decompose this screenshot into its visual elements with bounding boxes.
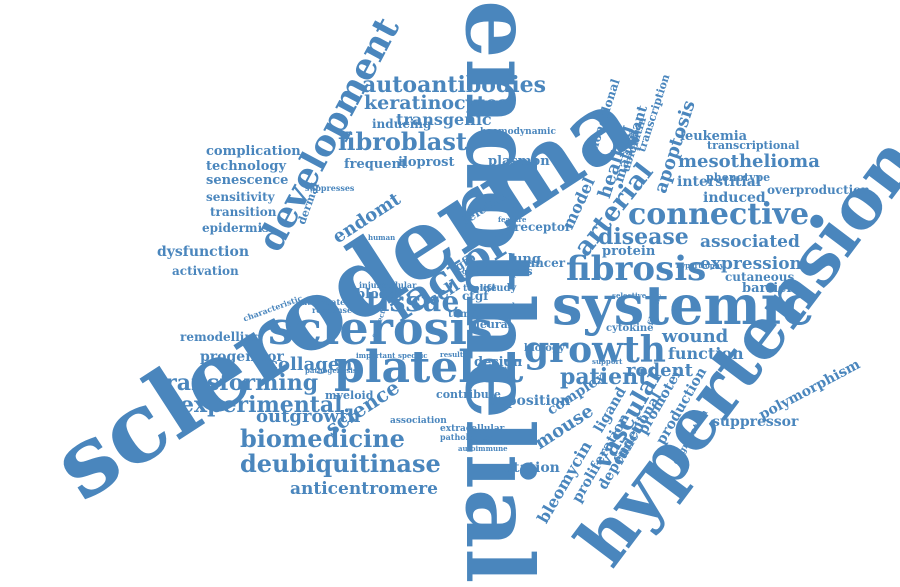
word: injury (359, 280, 386, 290)
word: sclerosis (268, 301, 493, 355)
word: deubiquitinase (240, 449, 441, 478)
word: tumor (448, 309, 483, 320)
word: feature (498, 215, 527, 224)
word: selective (612, 291, 647, 300)
word: lung (508, 252, 541, 267)
word: sensitivity (206, 190, 275, 204)
word: frequent (344, 157, 407, 172)
word: attenuate (302, 297, 346, 307)
word: result (440, 350, 464, 359)
word: suppressor (712, 414, 799, 430)
word: epcs (505, 265, 533, 278)
word: support (592, 357, 623, 366)
word: cutaneous (725, 270, 795, 284)
word: experimental (180, 392, 343, 418)
word: autoantibodies (362, 72, 547, 98)
word: contribute (436, 388, 501, 401)
word: fibroblast (338, 127, 467, 156)
word: specific (398, 351, 428, 360)
word: transforming (155, 370, 319, 396)
word: collagen (267, 354, 353, 375)
word: remodelling (180, 330, 262, 344)
word: progenitor (200, 349, 284, 365)
word: biomedicine (240, 424, 405, 453)
word: associated (700, 232, 800, 252)
word: receptor (514, 220, 572, 234)
word: pleural (468, 318, 512, 331)
word: haemodynamic (480, 127, 556, 137)
word: function (668, 344, 744, 363)
word: response (312, 305, 353, 315)
word: transition (210, 205, 277, 219)
word: important (356, 351, 396, 360)
word: blood (356, 287, 397, 302)
word: senescence (206, 173, 289, 188)
word: expression (700, 254, 802, 274)
word: protein (602, 244, 656, 259)
word: phenotype (706, 171, 771, 184)
word: epidermis (202, 221, 269, 235)
word: myeloid (325, 389, 374, 402)
word: induced (703, 190, 766, 206)
word: human (368, 233, 396, 242)
word: ctgf (462, 289, 489, 303)
word: hypertrophy (676, 261, 724, 270)
word: patient (560, 364, 649, 390)
word: cellular (382, 280, 417, 290)
word: mesothelioma (678, 151, 820, 172)
word: pathogenesis (305, 366, 357, 375)
word: systemic (552, 273, 815, 337)
word: type (470, 301, 490, 311)
word: anticentromere (290, 479, 438, 499)
word: transcriptional (707, 139, 800, 152)
word: dysfunction (157, 244, 250, 260)
word: fibrosis (566, 249, 707, 289)
word: overproduction (767, 183, 870, 197)
word: keratinocytes (364, 92, 509, 114)
word: iloprost (398, 155, 455, 170)
word: extracellular (440, 424, 505, 434)
word: platelet (334, 342, 524, 393)
word: grown (462, 267, 487, 276)
word: association (390, 416, 447, 426)
word: deposition (488, 393, 571, 409)
word: activation (172, 264, 239, 278)
word: autoimmune (458, 444, 508, 453)
word: outgrowth (256, 406, 361, 427)
word: connective (628, 197, 810, 232)
word: leukemia (680, 129, 748, 144)
word: interstitial (677, 174, 762, 190)
word: inducing (372, 117, 432, 131)
word: brca (512, 301, 532, 311)
word: mutation (488, 460, 560, 476)
word: design (474, 355, 523, 370)
word: tissue (366, 285, 460, 318)
word: cytokine (606, 323, 654, 334)
word: study (486, 283, 517, 294)
word: disease (598, 224, 689, 250)
word: barrier (742, 281, 794, 296)
word: wound (662, 326, 729, 347)
word: cancer (520, 256, 566, 270)
word: technology (206, 159, 287, 174)
word: growth (524, 329, 666, 371)
word: rodent (626, 360, 693, 381)
word: pathological (440, 432, 496, 442)
word: topic (463, 284, 489, 294)
word: suppresses (305, 183, 355, 193)
word: complication (206, 144, 301, 159)
word: plasmon (488, 154, 550, 169)
word: biology (524, 343, 565, 354)
word: life (480, 284, 497, 294)
word: transgenic (396, 110, 492, 129)
